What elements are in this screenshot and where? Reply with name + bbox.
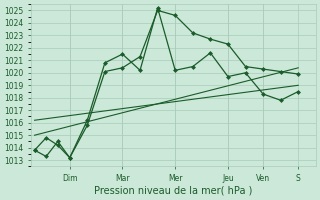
X-axis label: Pression niveau de la mer( hPa ): Pression niveau de la mer( hPa ) bbox=[94, 186, 252, 196]
